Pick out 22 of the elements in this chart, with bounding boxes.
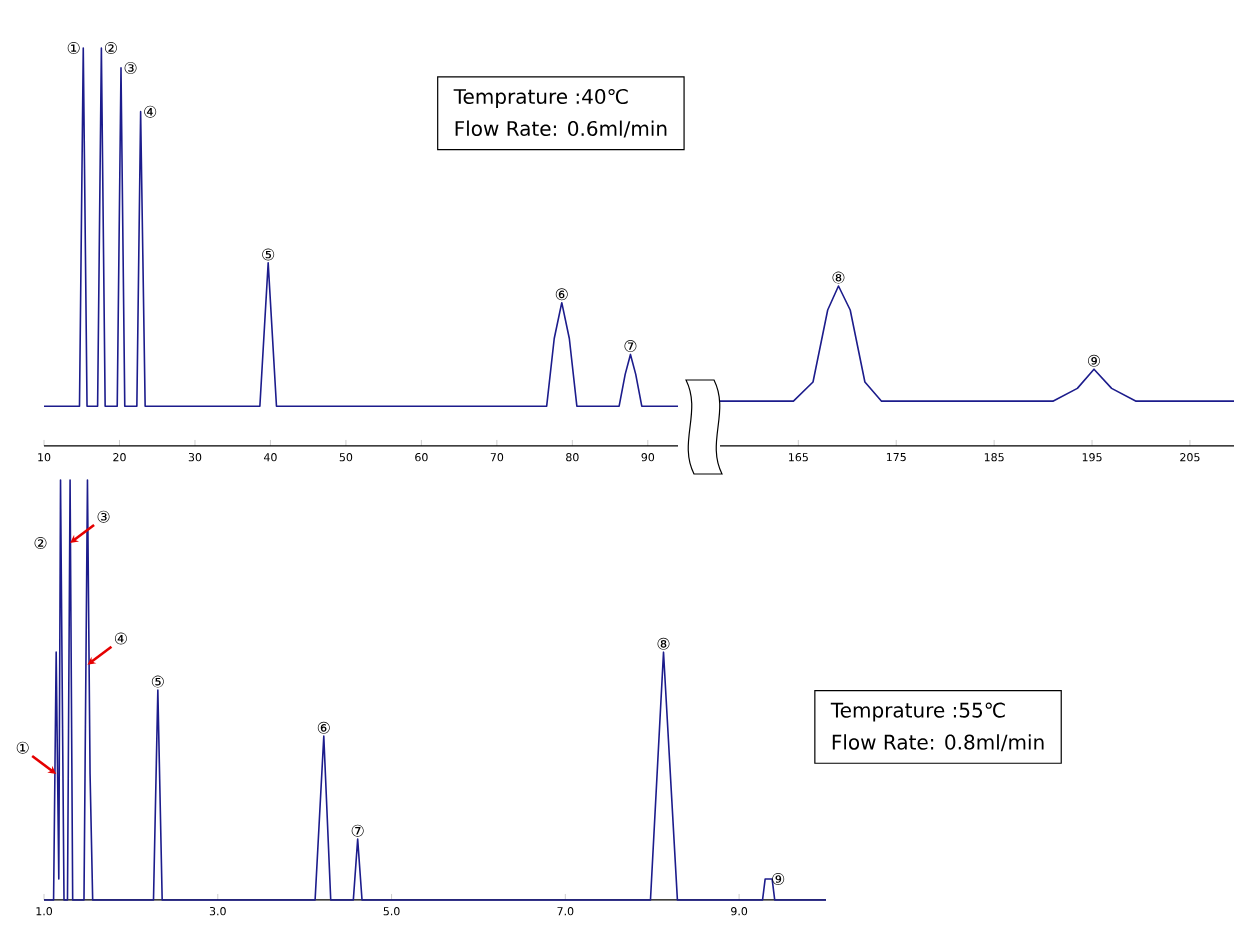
annotation: ⑨ (1088, 354, 1100, 367)
annotation: Temprature :40℃ (453, 88, 628, 108)
annotation: ⑦ (624, 340, 637, 353)
annotation: ③ (124, 61, 137, 74)
annotation: ② (104, 41, 117, 54)
annotation: ④ (144, 105, 157, 118)
annotation: ⑥ (555, 288, 568, 301)
annotation: ⑤ (262, 248, 275, 261)
text: Flow Rate: 0.8ml/min (832, 734, 1044, 752)
annotation: ② (34, 536, 47, 549)
annotation: ⑤ (151, 675, 164, 688)
annotation: ⑦ (351, 824, 364, 837)
annotation: ⑨ (772, 872, 785, 885)
annotation: ⑧ (657, 637, 670, 650)
text: Temprature :55℃ (830, 702, 1005, 722)
annotation: ① (16, 741, 29, 754)
annotation: ⑥ (317, 721, 330, 734)
annotation: ① (67, 41, 80, 54)
annotation: ⑧ (832, 271, 845, 284)
annotation: ④ (114, 632, 127, 645)
annotation: ③ (97, 510, 110, 523)
annotation: Flow Rate: 0.6ml/min (455, 120, 667, 138)
